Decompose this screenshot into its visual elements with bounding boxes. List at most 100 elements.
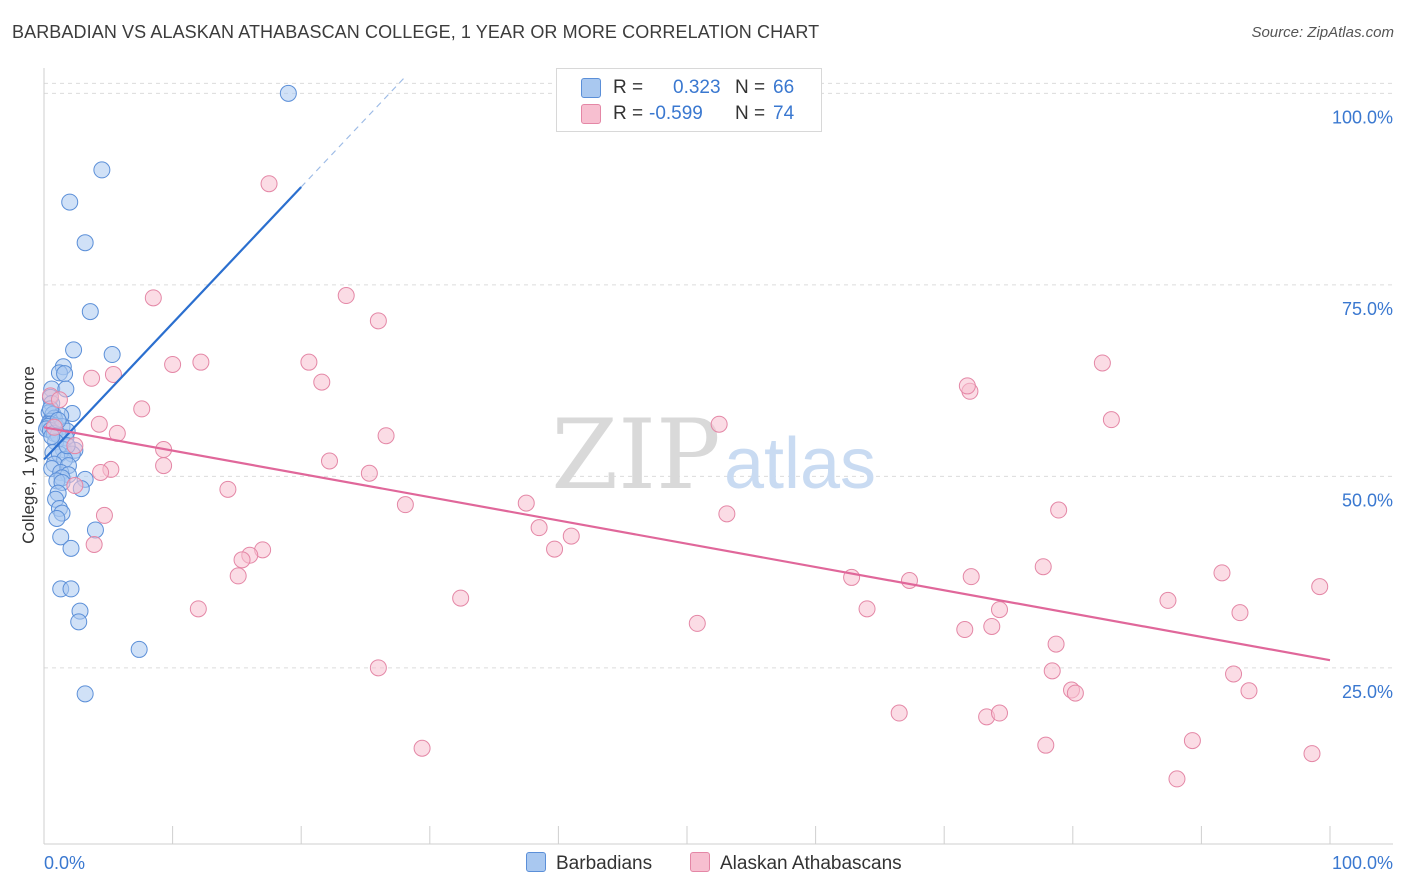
alaskan-athabascan-point <box>546 540 564 558</box>
alaskan-athabascan-point <box>990 601 1008 619</box>
barbadian-point <box>62 539 80 557</box>
watermark: ZIP atlas <box>551 399 876 511</box>
legend-r-value: -0.599 <box>649 103 703 124</box>
alaskan-athabascan-point <box>369 312 387 330</box>
alaskan-athabascan-point <box>1043 662 1061 680</box>
barbadian-point <box>76 234 94 252</box>
alaskan-athabascan-point <box>229 567 247 585</box>
data-points <box>38 84 1329 788</box>
alaskan-athabascan-point <box>300 353 318 371</box>
alaskan-athabascan-point <box>890 704 908 722</box>
barbadian-point <box>70 613 88 631</box>
alaskan-athabascan-point <box>104 365 122 383</box>
legend-n-value: 74 <box>773 103 795 124</box>
chart-title: BARBADIAN VS ALASKAN ATHABASCAN COLLEGE,… <box>12 22 820 42</box>
alaskan-athabascan-point <box>1050 501 1068 519</box>
series-swatch-pink <box>690 852 710 872</box>
barbadian-point <box>52 528 70 546</box>
alaskan-athabascan-point <box>1047 635 1065 653</box>
legend-n-value: 66 <box>773 77 795 98</box>
barbadian-point <box>61 193 79 211</box>
series-legend-alaskan-athabascans[interactable]: Alaskan Athabascans <box>690 852 902 875</box>
alaskan-athabascan-point <box>164 355 182 373</box>
stats-legend: R = 0.323 N = 66 R = -0.599 N = 74 <box>556 68 822 132</box>
legend-r-label: R = <box>613 103 644 124</box>
alaskan-athabascan-point <box>155 457 173 475</box>
alaskan-athabascan-point <box>192 353 210 371</box>
alaskan-athabascan-point <box>189 600 207 618</box>
series-legend-barbadians[interactable]: Barbadians <box>526 852 652 875</box>
barbadian-trend-extension <box>300 77 405 188</box>
alaskan-athabascan-point <box>1231 604 1249 622</box>
series-legend-label: Alaskan Athabascans <box>720 853 902 874</box>
barbadian-point <box>62 580 80 598</box>
alaskan-athabascan-point <box>360 464 378 482</box>
series-swatch-blue <box>526 852 546 872</box>
alaskan-athabascan-point <box>452 589 470 607</box>
alaskan-athabascan-point <box>50 391 68 409</box>
legend-r-label: R = <box>613 77 644 98</box>
alaskan-athabascan-point <box>1303 745 1321 763</box>
legend-swatch-blue <box>581 78 601 98</box>
alaskan-athabascan-point <box>1213 564 1231 582</box>
tick-labels: 25.0% 50.0% 75.0% 100.0% 0.0% 100.0% <box>44 107 1393 873</box>
y-tick-label: 25.0% <box>1342 682 1393 702</box>
alaskan-athabascan-point <box>688 614 706 632</box>
x-tick-label-max: 100.0% <box>1332 853 1393 873</box>
series-legend: Barbadians Alaskan Athabascans <box>0 852 1406 876</box>
barbadian-point <box>81 303 99 321</box>
alaskan-athabascan-point <box>718 505 736 523</box>
x-tick-label-min: 0.0% <box>44 853 85 873</box>
barbadian-point <box>93 161 111 179</box>
alaskan-athabascan-point <box>233 551 251 569</box>
y-tick-label: 100.0% <box>1332 107 1393 127</box>
alaskan-athabascan-point <box>413 739 431 757</box>
alaskan-athabascan-point <box>1034 558 1052 576</box>
barbadian-point <box>56 365 74 383</box>
alaskan-athabascan-point <box>1240 682 1258 700</box>
alaskan-athabascan-point <box>313 373 331 391</box>
grid-lines <box>44 82 1393 669</box>
alaskan-athabascan-point <box>377 427 395 445</box>
barbadian-point <box>130 640 148 658</box>
alaskan-athabascan-point <box>990 704 1008 722</box>
alaskan-athabascan-point <box>1093 354 1111 372</box>
alaskan-athabascan-point <box>90 415 108 433</box>
alaskan-athabascan-point <box>320 452 338 470</box>
barbadian-point <box>48 509 66 527</box>
alaskan-athabascan-point <box>219 480 237 498</box>
alaskan-athabascan-point <box>1183 732 1201 750</box>
alaskan-athabascan-point <box>83 369 101 387</box>
barbadian-point <box>86 521 104 539</box>
alaskan-athabascan-point <box>1311 578 1329 596</box>
alaskan-athabascan-point <box>1102 411 1120 429</box>
alaskan-athabascan-point <box>1225 665 1243 683</box>
alaskan-athabascan-point <box>983 617 1001 635</box>
y-axis-label: College, 1 year or more <box>19 366 38 544</box>
alaskan-athabascan-point <box>517 494 535 512</box>
barbadian-point <box>279 84 297 102</box>
series-legend-label: Barbadians <box>556 853 653 874</box>
barbadian-point <box>76 685 94 703</box>
alaskan-athabascan-point <box>1037 736 1055 754</box>
alaskan-athabascan-point <box>958 377 976 395</box>
source-label: Source: ZipAtlas.com <box>1251 24 1394 41</box>
legend-n-label: N = <box>735 77 766 98</box>
alaskan-athabascan-point <box>956 621 974 639</box>
axes <box>43 68 1393 845</box>
alaskan-athabascan-point <box>1066 684 1084 702</box>
y-tick-label: 50.0% <box>1342 490 1393 510</box>
alaskan-athabascan-point <box>962 568 980 586</box>
alaskan-athabascan-point <box>337 287 355 305</box>
y-tick-label: 75.0% <box>1342 299 1393 319</box>
alaskan-athabascan-point <box>260 175 278 193</box>
alaskan-athabascan-point <box>562 527 580 545</box>
alaskan-athabascan-point <box>92 463 110 481</box>
alaskan-athabascan-point <box>144 289 162 307</box>
barbadian-trend-line <box>43 186 302 461</box>
barbadian-point <box>65 341 83 359</box>
alaskan-athabascan-point <box>95 506 113 524</box>
alaskan-athabascan-point <box>396 496 414 514</box>
alaskan-athabascan-point <box>85 535 103 553</box>
